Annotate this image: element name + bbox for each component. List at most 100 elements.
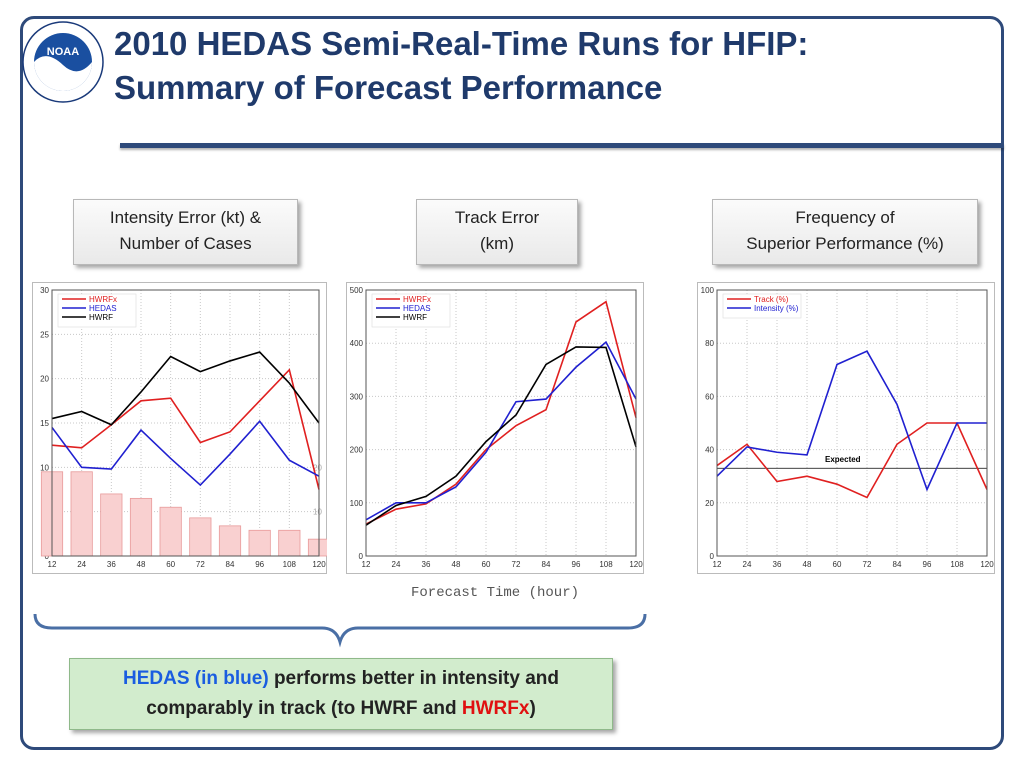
intensity-ytick-0: 0 (45, 552, 50, 561)
intensity-xtick-84: 84 (226, 560, 235, 569)
intensity-y2tick-10: 10 (313, 508, 322, 517)
intensity-legend-label-hedas: HEDAS (89, 304, 117, 313)
frequency-legend-box (722, 293, 802, 319)
freq-label-box: Frequency of Superior Performance (%) (712, 199, 978, 265)
slide-title: 2010 HEDAS Semi-Real-Time Runs for HFIP:… (114, 22, 994, 110)
frequency-ytick-40: 40 (705, 446, 714, 455)
track-xtick-72: 72 (512, 560, 521, 569)
intensity-ytick-10: 10 (40, 463, 49, 472)
frequency-legend-label-track: Track (%) (754, 295, 789, 304)
frequency-xtick-12: 12 (713, 560, 722, 569)
frequency-xtick-108: 108 (950, 560, 964, 569)
track-label-line1: Track Error (454, 208, 540, 227)
freq-label-line1: Frequency of (795, 208, 895, 227)
intensity-ytick-25: 25 (40, 330, 49, 339)
title-line-2: Summary of Forecast Performance (114, 69, 663, 106)
frequency-ytick-60: 60 (705, 392, 714, 401)
intensity-legend-label-hwrf: HWRF (89, 313, 113, 322)
intensity-xtick-48: 48 (137, 560, 146, 569)
track-ytick-200: 200 (350, 446, 364, 455)
frequency-legend-label-intensity: Intensity (%) (754, 304, 799, 313)
track-legend-label-hedas: HEDAS (403, 304, 431, 313)
intensity-series-hedas (51, 419, 320, 487)
intensity-ytick-15: 15 (40, 419, 49, 428)
frequency-xtick-36: 36 (773, 560, 782, 569)
summary-hedas: HEDAS (in blue) (123, 668, 269, 689)
noaa-logo: NOAA (22, 21, 104, 103)
intensity-xtick-24: 24 (77, 560, 86, 569)
frequency-series-intensity (716, 350, 987, 492)
track-xtick-84: 84 (542, 560, 551, 569)
track-series-hedas (365, 340, 637, 521)
intensity-ytick-30: 30 (40, 286, 49, 295)
frequency-xtick-120: 120 (980, 560, 994, 569)
intensity-xtick-72: 72 (196, 560, 205, 569)
intensity-cases-bar-96 (248, 529, 271, 557)
track-series-hwrf (365, 346, 637, 526)
frequency-ytick-20: 20 (705, 499, 714, 508)
track-xtick-60: 60 (482, 560, 491, 569)
frequency-xtick-72: 72 (863, 560, 872, 569)
intensity-label-box: Intensity Error (kt) & Number of Cases (73, 199, 298, 265)
intensity-ytick-20: 20 (40, 375, 49, 384)
track-ytick-500: 500 (350, 286, 364, 295)
track-label-line2: (km) (480, 234, 514, 253)
title-divider (120, 143, 1004, 148)
track-xtick-96: 96 (572, 560, 581, 569)
track-xtick-120: 120 (629, 560, 643, 569)
intensity-error-chart: 05101520253012243648607284961081201020HW… (32, 282, 327, 574)
track-ytick-300: 300 (350, 392, 364, 401)
intensity-cases-bar-84 (218, 525, 242, 557)
track-xtick-12: 12 (362, 560, 371, 569)
frequency-ytick-80: 80 (705, 339, 714, 348)
intensity-xtick-36: 36 (107, 560, 116, 569)
frequency-xtick-48: 48 (803, 560, 812, 569)
frequency-ytick-100: 100 (701, 286, 715, 295)
superior-performance-chart: 0 20 40 60 80 100 12 24 36 48 60 72 84 96 108 120 Expect… (697, 282, 995, 574)
track-xtick-48: 48 (452, 560, 461, 569)
intensity-cases-bar-60 (159, 506, 182, 557)
summary-close: ) (529, 698, 536, 719)
intensity-y2tick-20: 20 (313, 463, 322, 472)
track-label-box: Track Error (km) (416, 199, 578, 265)
frequency-xtick-60: 60 (833, 560, 842, 569)
intensity-xtick-120: 120 (312, 560, 326, 569)
frequency-xtick-24: 24 (743, 560, 752, 569)
intensity-xtick-96: 96 (255, 560, 264, 569)
intensity-cases-bar-36 (100, 493, 123, 557)
frequency-plot-frame (716, 289, 988, 557)
summary-text: performs better in intensity and compara… (146, 668, 559, 719)
track-series-hwrfx (365, 300, 637, 525)
title-line-1: 2010 HEDAS Semi-Real-Time Runs for HFIP: (114, 25, 809, 62)
intensity-xtick-108: 108 (283, 560, 297, 569)
frequency-xtick-96: 96 (923, 560, 932, 569)
intensity-plot-frame (51, 289, 320, 557)
track-xtick-108: 108 (599, 560, 613, 569)
intensity-cases-bar-108 (278, 529, 301, 557)
intensity-series-hwrfx (51, 368, 320, 490)
intensity-cases-bar-48 (129, 497, 153, 557)
track-error-chart: 0 100 200 300 400 500 12 24 36 48 60 72 84 96 108 120 HW… (346, 282, 644, 574)
intensity-label-line2: Number of Cases (119, 234, 252, 253)
summary-box: HEDAS (in blue) performs better in inten… (69, 658, 613, 730)
frequency-reference-label: Expected (825, 455, 861, 464)
frequency-ytick-0: 0 (710, 552, 715, 561)
track-legend-label-hwrf: HWRF (403, 313, 427, 322)
frequency-xtick-84: 84 (893, 560, 902, 569)
slide-frame (20, 16, 1004, 750)
forecast-time-label: Forecast Time (hour) (410, 585, 580, 601)
intensity-series-hwrf (51, 351, 320, 426)
track-ytick-100: 100 (350, 499, 364, 508)
frequency-series-track (716, 422, 988, 499)
track-ytick-0: 0 (359, 552, 364, 561)
intensity-label-line1: Intensity Error (kt) & (109, 208, 262, 227)
summary-hwrfx: HWRFx (461, 698, 530, 719)
intensity-cases-bar-72 (189, 517, 212, 557)
track-xtick-24: 24 (392, 560, 401, 569)
intensity-cases-bar-24 (70, 471, 93, 557)
intensity-cases-bar-120 (307, 538, 327, 557)
track-ytick-400: 400 (350, 339, 364, 348)
noaa-logo-text: NOAA (47, 46, 79, 58)
intensity-xtick-12: 12 (48, 560, 57, 569)
intensity-xtick-60: 60 (166, 560, 175, 569)
